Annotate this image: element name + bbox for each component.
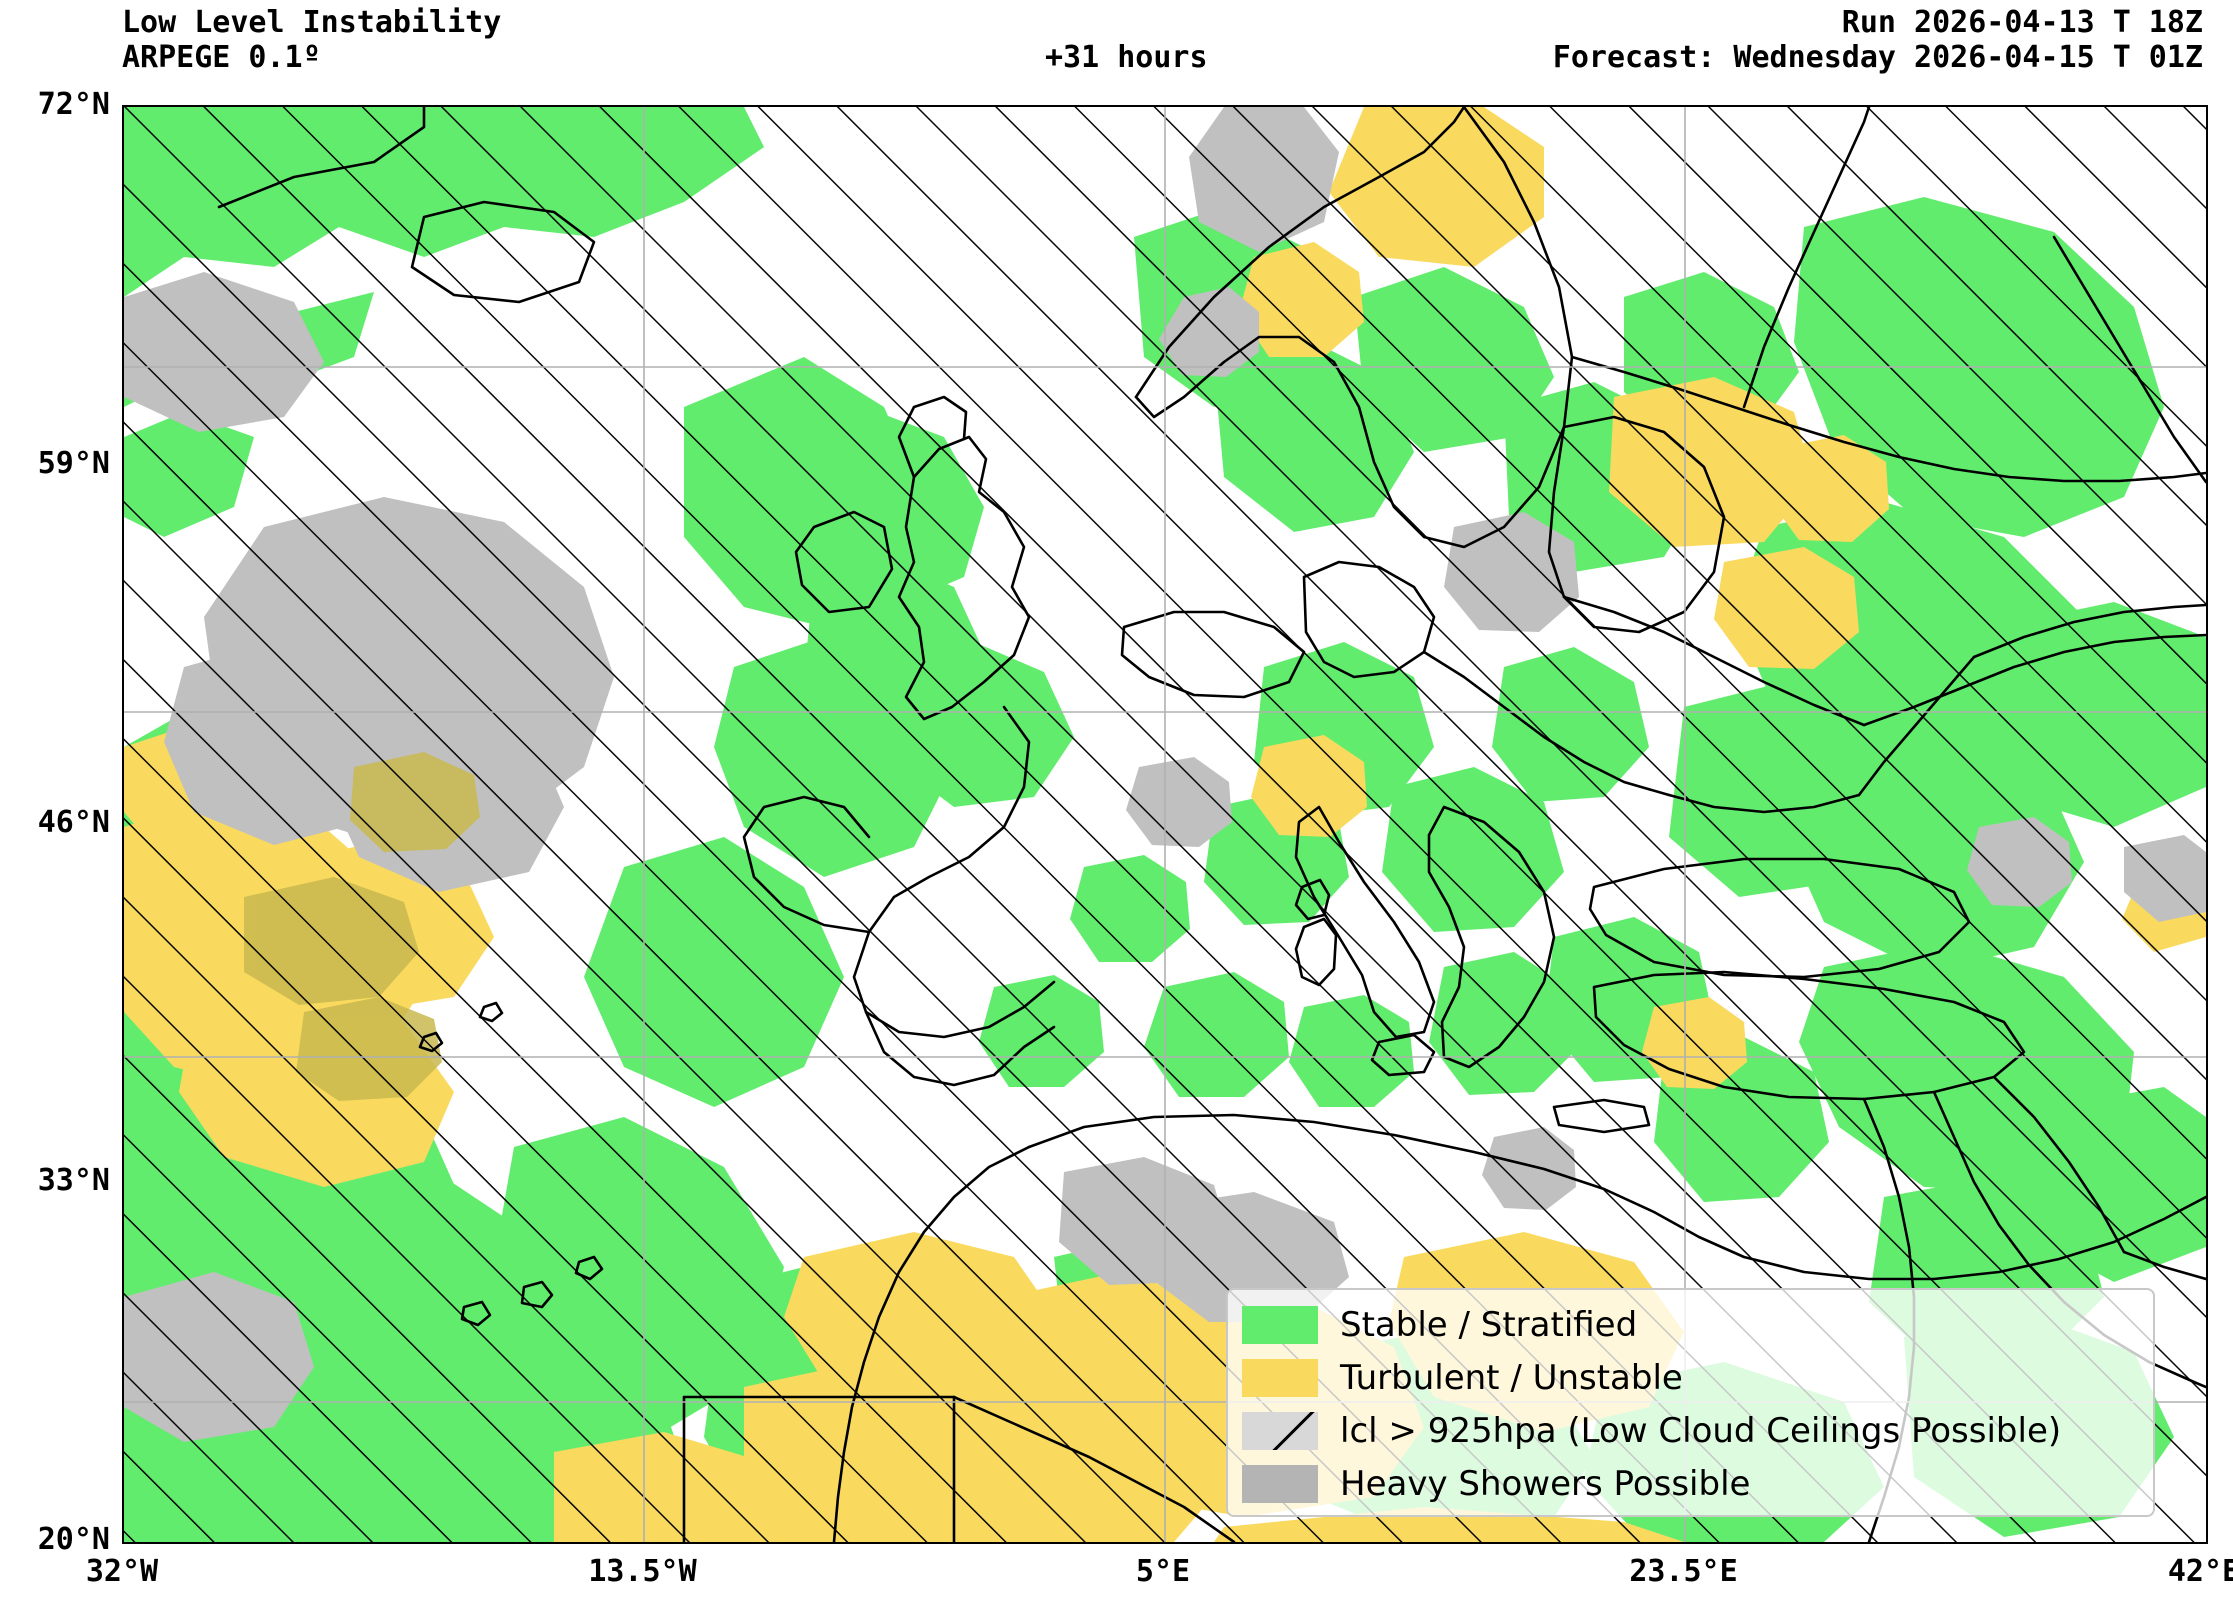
map-legend: Stable / Stratified Turbulent / Unstable l… <box>1226 1288 2155 1517</box>
legend-label-3: Heavy Showers Possible <box>1340 1464 1751 1504</box>
lon-tick-label-3: 23.5°E <box>1629 1554 1738 1589</box>
lat-tick-label-2: 46°N <box>37 804 110 840</box>
lon-tick-label-0: 32°W <box>85 1554 159 1589</box>
lat-tick-mark-0 <box>122 106 124 108</box>
map-canvas <box>124 107 2206 1542</box>
legend-swatch-2 <box>1242 1412 1318 1450</box>
lead-time-label: +31 hours <box>1045 40 1208 75</box>
page-title: Low Level Instability <box>122 5 502 40</box>
legend-row-2: lcl > 925hpa (Low Cloud Ceilings Possibl… <box>1242 1406 2139 1456</box>
legend-hatch-line-2 <box>1242 1412 1318 1450</box>
legend-label-0: Stable / Stratified <box>1340 1305 1638 1345</box>
legend-row-1: Turbulent / Unstable <box>1242 1353 2139 1403</box>
lat-tick-mark-3 <box>122 1182 124 1184</box>
legend-swatch-0 <box>1242 1306 1318 1344</box>
model-label: ARPEGE 0.1º <box>122 40 321 75</box>
legend-row-3: Heavy Showers Possible <box>1242 1459 2139 1509</box>
legend-swatch-1 <box>1242 1359 1318 1397</box>
coastline-layer <box>217 107 2206 1542</box>
forecast-valid-label: Forecast: Wednesday 2026-04-15 T 01Z <box>1552 40 2203 75</box>
lon-tick-mark-1 <box>644 1542 646 1544</box>
lon-tick-mark-4 <box>2205 1542 2207 1544</box>
lat-tick-label-0: 72°N <box>37 87 110 122</box>
legend-label-2: lcl > 925hpa (Low Cloud Ceilings Possibl… <box>1340 1411 2062 1451</box>
graticule-layer <box>124 107 2206 1542</box>
forecast-map[interactable] <box>122 105 2208 1544</box>
lat-tick-label-4: 20°N <box>37 1522 110 1557</box>
lon-tick-label-4: 42°E <box>2167 1554 2233 1589</box>
lat-tick-label-1: 59°N <box>37 445 110 481</box>
lon-tick-mark-3 <box>1685 1542 1687 1544</box>
lon-tick-label-2: 5°E <box>1135 1554 1191 1589</box>
run-timestamp-label: Run 2026-04-13 T 18Z <box>1841 5 2203 40</box>
legend-row-0: Stable / Stratified <box>1242 1300 2139 1350</box>
lon-tick-mark-2 <box>1164 1542 1166 1544</box>
lat-tick-label-3: 33°N <box>37 1163 110 1199</box>
lat-tick-mark-1 <box>122 465 124 467</box>
lat-tick-mark-2 <box>122 824 124 826</box>
lon-tick-label-1: 13.5°W <box>588 1554 697 1589</box>
lon-tick-mark-0 <box>123 1542 125 1544</box>
legend-label-1: Turbulent / Unstable <box>1340 1358 1683 1398</box>
legend-swatch-3 <box>1242 1465 1318 1503</box>
